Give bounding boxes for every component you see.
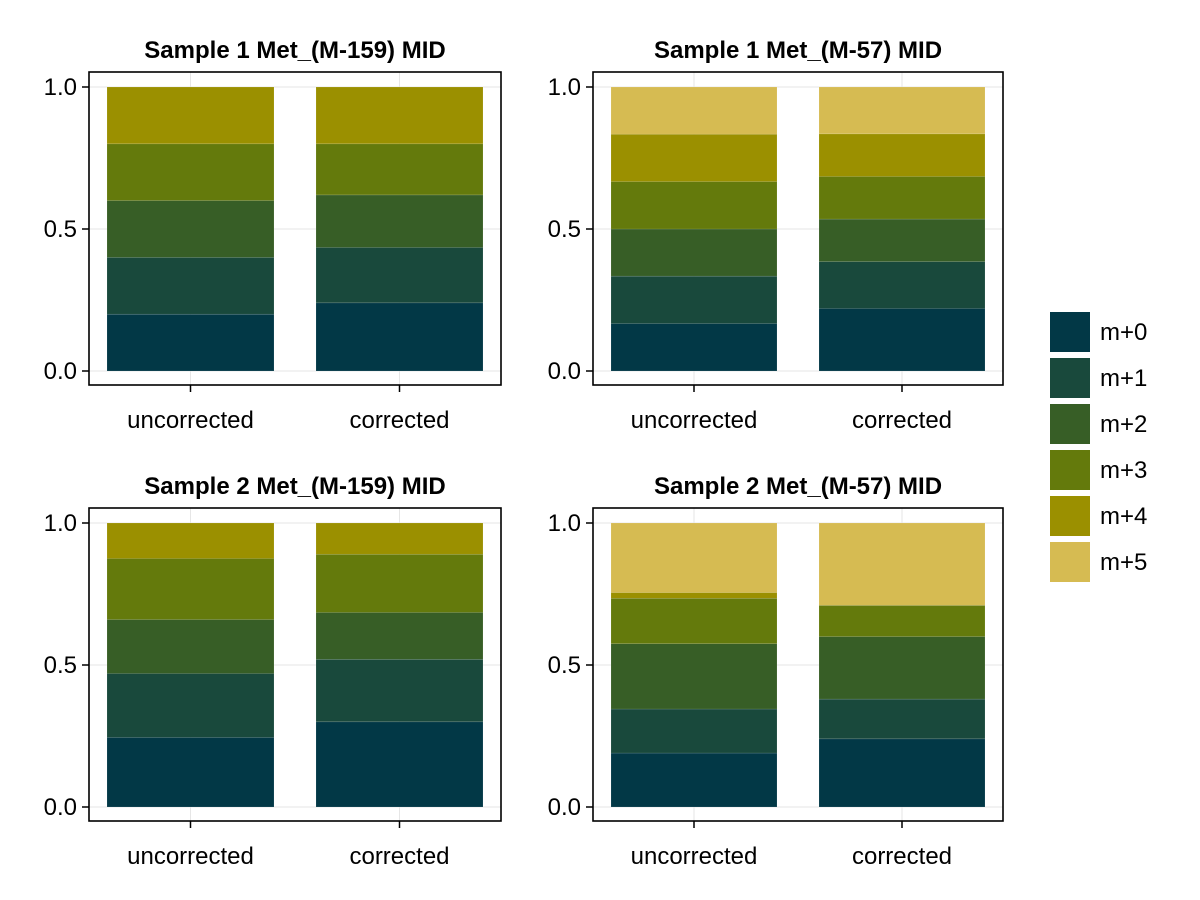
bar-segment-uncorrected-mplus3 — [610, 181, 778, 230]
bar-segment-uncorrected-mplus3 — [106, 558, 275, 620]
bar-segment-corrected-mplus1 — [818, 261, 986, 309]
chart-panel-2: 0.0 0.5 1.0 uncorrected corrected Sample 1 Me… — [548, 37, 1004, 434]
y-tick-label: 0.0 — [44, 358, 77, 385]
bar-segment-uncorrected-mplus1 — [106, 673, 275, 738]
legend-label: m+0 — [1100, 319, 1147, 346]
bar-segment-corrected-mplus2 — [315, 194, 484, 248]
legend-label: m+5 — [1100, 549, 1147, 576]
legend-label: m+4 — [1100, 503, 1147, 530]
y-tick-label: 0.0 — [44, 794, 77, 821]
x-tick-label-corrected: corrected — [349, 407, 449, 434]
x-tick-label-corrected: corrected — [852, 407, 952, 434]
chart-panels: 0.0 0.5 1.0 uncorrected corrected Sample 1 Me… — [44, 37, 1004, 870]
bar-segment-uncorrected-mplus5 — [610, 86, 778, 135]
bar-segment-corrected-mplus2 — [315, 612, 484, 660]
bar-segment-uncorrected-mplus2 — [610, 228, 778, 277]
bar-segment-corrected-mplus4 — [315, 522, 484, 555]
bar-segment-corrected-mplus1 — [315, 659, 484, 723]
y-tick-label: 0.5 — [44, 216, 77, 243]
bar-segment-corrected-mplus2 — [818, 636, 986, 700]
bar-segment-corrected-mplus1 — [818, 698, 986, 740]
bar-segment-uncorrected-mplus1 — [106, 257, 275, 315]
bar-segment-uncorrected-mplus2 — [106, 200, 275, 258]
bar-segment-corrected-mplus2 — [818, 218, 986, 262]
bar-segment-corrected-mplus3 — [315, 553, 484, 613]
chart-panel-3: 0.0 0.5 1.0 uncorrected corrected Sample 2 Me… — [44, 473, 502, 870]
legend-swatch — [1050, 450, 1090, 490]
bar-segment-uncorrected-mplus4 — [106, 522, 275, 559]
bar-segment-corrected-mplus0 — [818, 308, 986, 372]
bar-segment-uncorrected-mplus1 — [610, 275, 778, 324]
bar-segment-uncorrected-mplus5 — [610, 522, 778, 593]
legend-label: m+2 — [1100, 411, 1147, 438]
legend-swatch — [1050, 404, 1090, 444]
bar-segment-uncorrected-mplus4 — [610, 592, 778, 599]
bar-segment-corrected-mplus0 — [315, 302, 484, 372]
chart-panel-4: 0.0 0.5 1.0 uncorrected corrected Sample 2 Me… — [548, 473, 1004, 870]
legend-swatch — [1050, 496, 1090, 536]
y-tick-label: 0.0 — [548, 794, 581, 821]
bar-segment-corrected-mplus4 — [818, 133, 986, 177]
legend-item-mplus3: m+3 — [1050, 450, 1147, 490]
legend-item-mplus5: m+5 — [1050, 542, 1147, 582]
x-tick-label-uncorrected: uncorrected — [127, 407, 254, 434]
y-tick-label: 0.0 — [548, 358, 581, 385]
x-tick-label-uncorrected: uncorrected — [127, 843, 254, 870]
bar-segment-uncorrected-mplus0 — [610, 323, 778, 372]
chart-panel-1: 0.0 0.5 1.0 uncorrected corrected Sample 1 Me… — [44, 37, 502, 434]
bar-segment-uncorrected-mplus0 — [610, 752, 778, 808]
y-tick-label: 0.5 — [44, 652, 77, 679]
bar-segment-uncorrected-mplus0 — [106, 737, 275, 808]
legend-item-mplus2: m+2 — [1050, 404, 1147, 444]
x-tick-label-corrected: corrected — [852, 843, 952, 870]
legend-item-mplus0: m+0 — [1050, 312, 1147, 352]
chart-title: Sample 2 Met_(M-57) MID — [654, 473, 942, 500]
bar-segment-corrected-mplus5 — [818, 86, 986, 135]
chart-title: Sample 2 Met_(M-159) MID — [144, 473, 445, 500]
bar-segment-uncorrected-mplus2 — [106, 619, 275, 674]
bar-segment-uncorrected-mplus3 — [106, 143, 275, 201]
y-tick-label: 0.5 — [548, 652, 581, 679]
legend-swatch — [1050, 358, 1090, 398]
legend-swatch — [1050, 312, 1090, 352]
bar-segment-uncorrected-mplus0 — [106, 313, 275, 372]
x-tick-label-corrected: corrected — [349, 843, 449, 870]
bar-segment-uncorrected-mplus2 — [610, 643, 778, 710]
x-tick-label-uncorrected: uncorrected — [631, 407, 758, 434]
bar-segment-corrected-mplus3 — [818, 605, 986, 637]
legend: m+0 m+1 m+2 m+3 m+4 m+5 — [1050, 312, 1147, 582]
legend-item-mplus1: m+1 — [1050, 358, 1147, 398]
y-tick-label: 1.0 — [44, 74, 77, 101]
bar-segment-corrected-mplus4 — [315, 86, 484, 145]
y-tick-label: 0.5 — [548, 216, 581, 243]
bar-segment-uncorrected-mplus4 — [106, 86, 275, 145]
x-tick-label-uncorrected: uncorrected — [631, 843, 758, 870]
bar-segment-corrected-mplus1 — [315, 247, 484, 304]
bar-segment-uncorrected-mplus4 — [610, 133, 778, 182]
y-tick-label: 1.0 — [548, 510, 581, 537]
chart-title: Sample 1 Met_(M-159) MID — [144, 37, 445, 64]
y-tick-label: 1.0 — [44, 510, 77, 537]
y-tick-label: 1.0 — [548, 74, 581, 101]
bar-segment-corrected-mplus0 — [818, 738, 986, 808]
bar-segment-uncorrected-mplus3 — [610, 597, 778, 645]
bar-segment-uncorrected-mplus1 — [610, 708, 778, 754]
bar-segment-corrected-mplus3 — [315, 143, 484, 196]
legend-swatch — [1050, 542, 1090, 582]
legend-label: m+1 — [1100, 365, 1147, 392]
legend-item-mplus4: m+4 — [1050, 496, 1147, 536]
legend-label: m+3 — [1100, 457, 1147, 484]
bar-segment-corrected-mplus5 — [818, 522, 986, 606]
bar-segment-corrected-mplus3 — [818, 176, 986, 220]
chart-title: Sample 1 Met_(M-57) MID — [654, 37, 942, 64]
bar-segment-corrected-mplus0 — [315, 721, 484, 808]
